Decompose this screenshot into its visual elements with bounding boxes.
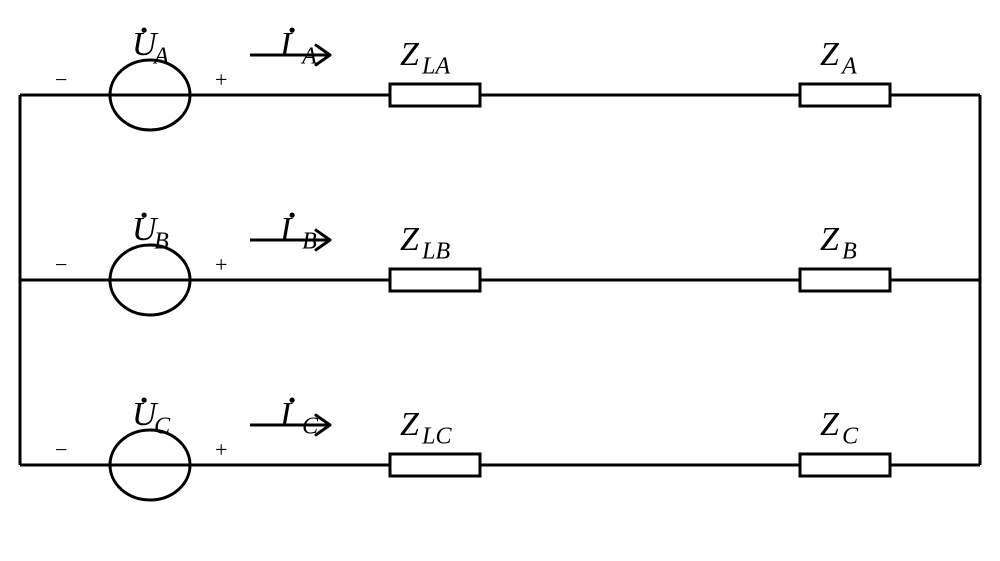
- svg-text:B: B: [842, 238, 857, 264]
- svg-text:Z: Z: [400, 221, 420, 258]
- svg-text:B: B: [154, 228, 169, 254]
- plus-sign-B: +: [215, 252, 227, 277]
- line-impedance-label-B: ZLB: [400, 221, 450, 264]
- svg-text:C: C: [154, 413, 171, 439]
- svg-text:A: A: [840, 53, 857, 79]
- svg-text:A: A: [300, 43, 317, 69]
- minus-sign-C: −: [55, 437, 67, 462]
- voltage-label-B: UB: [132, 211, 169, 254]
- current-label-B: IB: [279, 211, 317, 254]
- svg-text:Z: Z: [400, 36, 420, 73]
- load-impedance-label-C: ZC: [820, 406, 859, 449]
- svg-text:C: C: [842, 423, 859, 449]
- current-label-C: IC: [279, 396, 319, 439]
- svg-text:Z: Z: [820, 221, 840, 258]
- plus-sign-C: +: [215, 437, 227, 462]
- svg-text:LA: LA: [421, 53, 450, 79]
- svg-text:C: C: [302, 413, 319, 439]
- load-impedance-label-B: ZB: [820, 221, 857, 264]
- phase-B: −+UBIBZLBZB: [20, 211, 980, 315]
- svg-text:Z: Z: [400, 406, 420, 443]
- phase-A: −+UAIAZLAZA: [20, 26, 980, 130]
- current-label-A: IA: [279, 26, 317, 69]
- phase-C: −+UCICZLCZC: [20, 396, 980, 500]
- svg-text:LC: LC: [421, 423, 452, 449]
- svg-text:B: B: [302, 228, 317, 254]
- load-impedance-label-A: ZA: [820, 36, 857, 79]
- voltage-label-C: UC: [132, 396, 171, 439]
- minus-sign-A: −: [55, 67, 67, 92]
- svg-text:A: A: [152, 43, 169, 69]
- line-impedance-label-A: ZLA: [400, 36, 450, 79]
- svg-text:LB: LB: [421, 238, 450, 264]
- line-impedance-label-C: ZLC: [400, 406, 452, 449]
- voltage-label-A: UA: [132, 26, 169, 69]
- minus-sign-B: −: [55, 252, 67, 277]
- circuit-diagram: −+UAIAZLAZA−+UBIBZLBZB−+UCICZLCZC: [0, 0, 1000, 561]
- svg-text:Z: Z: [820, 406, 840, 443]
- plus-sign-A: +: [215, 67, 227, 92]
- svg-text:Z: Z: [820, 36, 840, 73]
